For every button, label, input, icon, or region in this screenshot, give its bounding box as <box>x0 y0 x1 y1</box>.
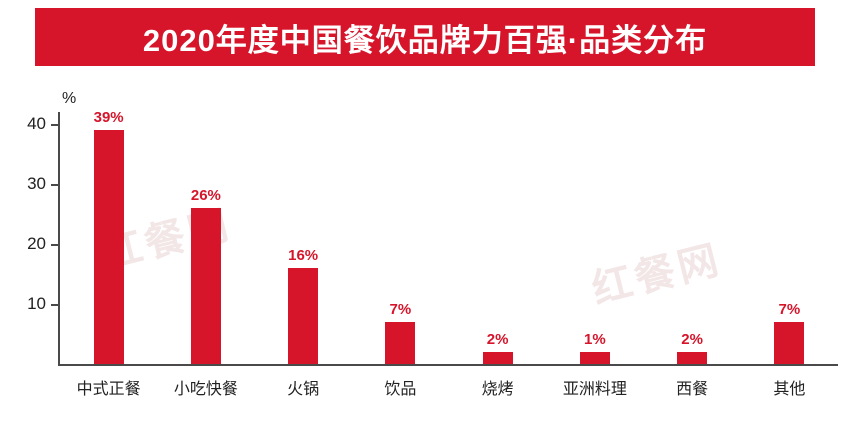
bar-value-label: 1% <box>584 331 606 348</box>
bar <box>579 352 610 364</box>
category-label: 中式正餐 <box>76 381 141 398</box>
columns-area: 红餐网 红餐网 10 20 30 40 39% 26% 16% 7% 2% 1% 2% 7% <box>27 109 838 366</box>
category-label: 饮品 <box>384 381 417 398</box>
y-tick-label: 40 <box>27 114 46 133</box>
category-label: 其他 <box>773 381 806 398</box>
plot-area: 红餐网 红餐网 10 20 30 40 39% 26% 16% 7% 2% 1% 2% 7% 中式正餐… <box>27 109 838 399</box>
y-tick-mark <box>51 124 58 126</box>
bar <box>774 322 805 364</box>
title-banner: 2020年度中国餐饮品牌力百强·品类分布 <box>35 8 815 66</box>
page-title: 2020年度中国餐饮品牌力百强·品类分布 <box>142 22 708 58</box>
bar-column: 7% <box>741 301 838 364</box>
bar-value-label: 26% <box>190 187 221 204</box>
bar <box>190 208 221 364</box>
bar-column: 26% <box>157 187 254 364</box>
bar-value-label: 39% <box>93 109 124 126</box>
category-label: 火锅 <box>287 381 320 398</box>
bar <box>677 352 708 364</box>
y-tick-label: 10 <box>27 294 46 313</box>
bar-column: 16% <box>255 247 352 364</box>
category-label: 西餐 <box>676 381 709 398</box>
bar-column: 2% <box>644 331 741 364</box>
y-tick-label: 30 <box>27 174 46 193</box>
bar-value-label: 7% <box>778 301 801 318</box>
y-tick-label: 20 <box>27 234 46 253</box>
bar-value-label: 2% <box>681 331 703 348</box>
watermark: 红餐网 <box>587 237 727 313</box>
bar-column: 7% <box>352 301 449 364</box>
bar <box>93 130 124 364</box>
category-label: 亚洲料理 <box>562 381 627 398</box>
bar <box>385 322 416 364</box>
y-axis-unit-label: % <box>62 90 77 107</box>
bar-value-label: 7% <box>389 301 412 318</box>
bar-column: 1% <box>546 331 643 364</box>
bar-chart: % 红餐网 红餐网 10 20 30 40 39% 26% 16% 7% 2% 1% 2% 7% 中式… <box>18 90 838 399</box>
bar-column: 39% <box>60 109 157 364</box>
bar <box>482 352 513 364</box>
y-tick-mark <box>51 184 58 186</box>
bar <box>288 268 319 364</box>
bar-column: 2% <box>449 331 546 364</box>
y-tick-mark <box>51 304 58 306</box>
category-label: 小吃快餐 <box>173 381 238 398</box>
bar-value-label: 2% <box>486 331 509 348</box>
y-tick-mark <box>51 244 58 246</box>
bar-value-label: 16% <box>288 247 319 264</box>
category-label: 烧烤 <box>481 381 514 398</box>
category-axis: 中式正餐 小吃快餐 火锅 饮品 烧烤 亚洲料理 西餐 其他 <box>60 366 838 399</box>
